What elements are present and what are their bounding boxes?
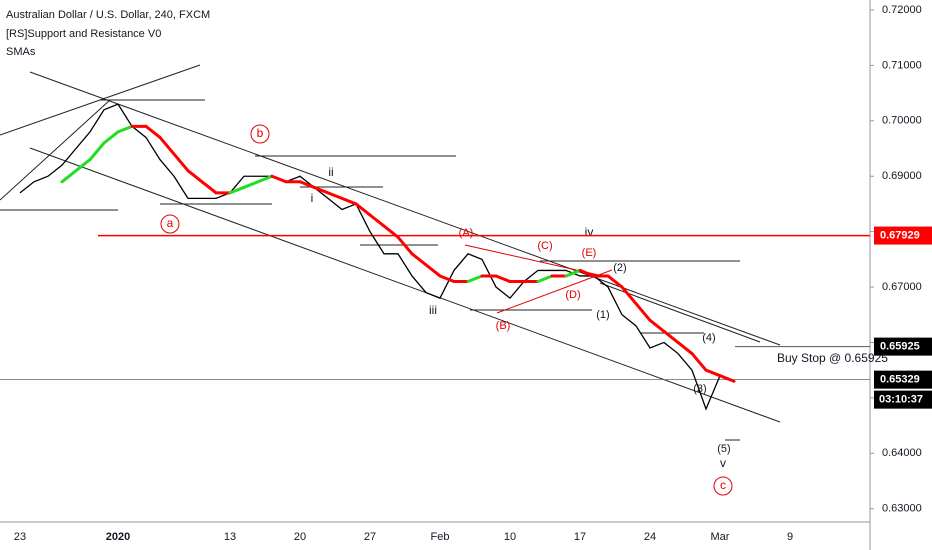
x-tick-label: 27 (364, 531, 376, 543)
sma-segment (326, 191, 344, 200)
price-line (19, 103, 735, 411)
x-tick-label: 10 (504, 531, 516, 543)
sma-segment (606, 274, 624, 289)
trend-line (29, 71, 781, 346)
sma-segment (200, 180, 218, 195)
sma-segment (340, 196, 358, 206)
wave-label: (1) (596, 309, 609, 321)
wave-label: c (720, 478, 726, 492)
wave-label: ii (328, 165, 333, 179)
buy-stop-label: Buy Stop @ 0.65925 (777, 351, 888, 365)
wave-label: (C) (537, 240, 552, 252)
wave-label: i (311, 191, 314, 205)
sma-segment (494, 274, 512, 284)
sma-segment (242, 180, 260, 189)
x-tick-label: 2020 (106, 531, 130, 543)
countdown: 03:10:37 (879, 394, 923, 406)
price-label: 0.65329 (880, 374, 920, 386)
sma-segment (228, 185, 246, 195)
sma-segment (368, 213, 386, 228)
sma-segment (620, 285, 638, 306)
y-tick-label: 0.71000 (882, 59, 922, 71)
price-label-box (874, 370, 932, 389)
sma-segment (648, 318, 666, 333)
circle (250, 124, 270, 144)
sma-segment (102, 130, 120, 145)
trend-line (29, 147, 781, 423)
indicator-label: SMAs (6, 46, 36, 58)
x-tick-label: 17 (574, 531, 586, 543)
wave-label: (A) (459, 227, 474, 239)
sma-segment (60, 169, 78, 184)
sma-segment (144, 124, 162, 139)
x-tick-label: 13 (224, 531, 236, 543)
countdown-box (874, 390, 932, 409)
sma-segment (704, 368, 722, 378)
wave-label: iv (585, 225, 594, 239)
wave-label: (D) (565, 289, 580, 301)
sma-segment (690, 352, 708, 372)
triangle-line (496, 269, 613, 314)
wave-label: (5) (717, 443, 730, 455)
wave-label: b (257, 126, 264, 140)
sma-segment (270, 174, 288, 184)
y-tick-label: 0.64000 (882, 447, 922, 459)
sma-segment (256, 174, 274, 184)
sma-segment (186, 169, 204, 184)
sma-segment (172, 152, 190, 173)
sma-segment (88, 141, 106, 162)
x-tick-label: 23 (14, 531, 26, 543)
wave-label: a (167, 216, 174, 230)
trend-lines (0, 64, 781, 441)
sma-segment (354, 202, 372, 217)
indicator-label: [RS]Support and Resistance V0 (6, 28, 161, 40)
sma-segment (116, 124, 134, 134)
circle (160, 214, 180, 234)
circle (713, 476, 733, 496)
wave-label: (3) (693, 383, 706, 395)
price-label: 0.67929 (880, 229, 920, 241)
sma-segment (382, 224, 400, 239)
wave-label: v (720, 456, 726, 470)
x-tick-label: Mar (711, 531, 730, 543)
x-tick-label: Feb (431, 531, 450, 543)
y-tick-label: 0.63000 (882, 503, 922, 515)
title: Australian Dollar / U.S. Dollar, 240, FX… (6, 9, 210, 21)
sma-segment (564, 268, 582, 278)
sma-segment (634, 302, 652, 322)
sma-segment (74, 158, 92, 173)
sma-segment (466, 274, 484, 284)
sma-segment (536, 274, 554, 284)
sma-segment (410, 252, 428, 267)
sma-segment (718, 374, 736, 383)
sma-segment (676, 340, 694, 356)
y-tick-label: 0.67000 (882, 281, 922, 293)
y-tick-label: 0.70000 (882, 115, 922, 127)
sma-segment (158, 135, 176, 156)
wave-label: (E) (582, 247, 597, 259)
trend-line (0, 99, 111, 201)
x-tick-label: 20 (294, 531, 306, 543)
y-tick-label: 0.72000 (882, 4, 922, 16)
sma-segment (662, 329, 680, 344)
price-label-box (874, 337, 932, 356)
sma-segment (298, 180, 316, 189)
sma-segment (578, 268, 596, 278)
y-tick-label: 0.69000 (882, 170, 922, 182)
wave-label: (4) (702, 332, 715, 344)
wave-label: (B) (496, 320, 511, 332)
price-label-box (874, 226, 932, 245)
sma-segment (438, 274, 456, 284)
wave-label: iii (429, 303, 437, 317)
sma-segment (396, 235, 414, 256)
sma-segment (312, 185, 330, 195)
price-label: 0.65925 (880, 341, 920, 353)
wave-labels: a b c i ii iii iv v (A) (B) (C) (D) (E) … (160, 124, 888, 496)
x-tick-label: 24 (644, 531, 656, 543)
x-tick-label: 9 (787, 531, 793, 543)
sma-segment (424, 263, 442, 278)
wave-label: (2) (613, 262, 626, 274)
